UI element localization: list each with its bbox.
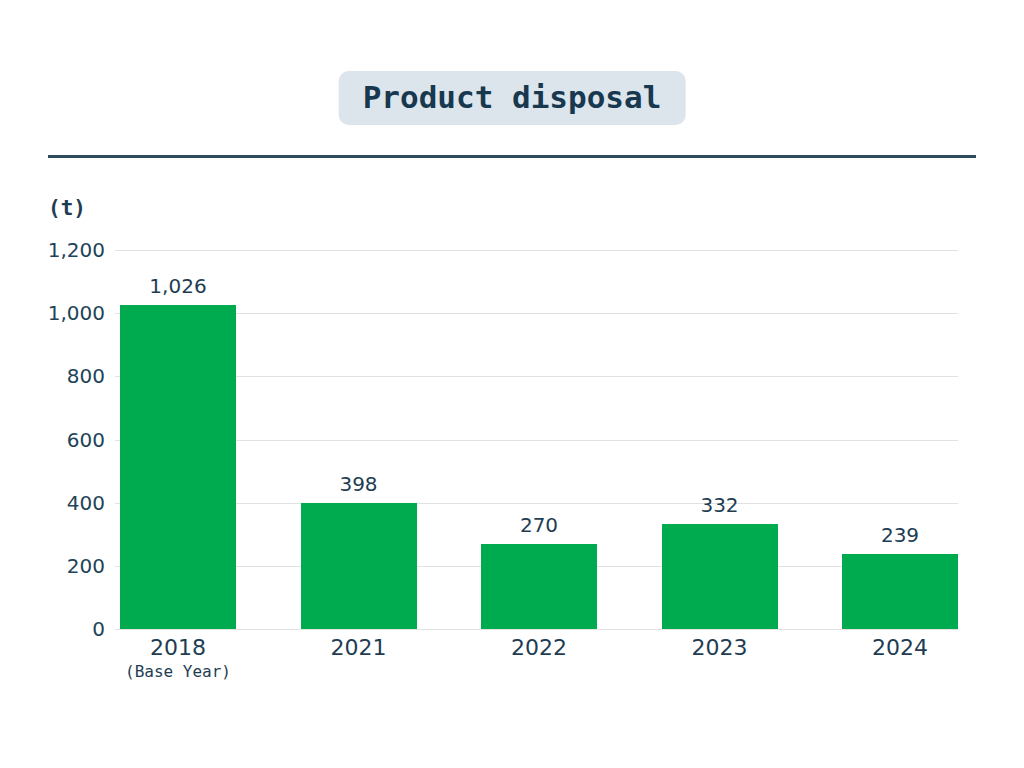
bar-value-label: 239 bbox=[881, 523, 919, 547]
x-axis-labels: 2018 (Base Year) 2021 2022 2023 2024 bbox=[120, 636, 958, 681]
x-label-cell: 2022 bbox=[481, 636, 597, 681]
bar-column: 332 bbox=[662, 250, 778, 629]
gridline bbox=[115, 629, 958, 630]
y-tick-label: 600 bbox=[67, 428, 105, 452]
bar bbox=[662, 524, 778, 629]
bar bbox=[120, 305, 236, 629]
bar-value-label: 1,026 bbox=[149, 274, 206, 298]
bar-value-label: 270 bbox=[520, 513, 558, 537]
y-tick-label: 200 bbox=[67, 554, 105, 578]
x-label-cell: 2018 (Base Year) bbox=[120, 636, 236, 681]
title-divider bbox=[48, 155, 976, 158]
x-tick-label: 2023 bbox=[662, 636, 778, 660]
y-tick-label: 1,200 bbox=[48, 238, 105, 262]
bar-column: 398 bbox=[301, 250, 417, 629]
bar-column: 239 bbox=[842, 250, 958, 629]
chart-title-badge: Product disposal bbox=[339, 71, 686, 125]
x-tick-sublabel: (Base Year) bbox=[120, 662, 236, 681]
x-tick-label: 2018 bbox=[120, 636, 236, 660]
bar bbox=[842, 554, 958, 629]
x-tick-label: 2024 bbox=[842, 636, 958, 660]
y-axis-unit-label: (t) bbox=[48, 196, 86, 220]
y-tick-label: 400 bbox=[67, 491, 105, 515]
y-tick-label: 0 bbox=[92, 617, 105, 641]
bar-column: 1,026 bbox=[120, 250, 236, 629]
x-label-cell: 2023 bbox=[662, 636, 778, 681]
bar-column: 270 bbox=[481, 250, 597, 629]
bar-value-label: 332 bbox=[700, 493, 738, 517]
y-axis-labels: 02004006008001,0001,200 bbox=[0, 250, 105, 629]
y-tick-label: 800 bbox=[67, 364, 105, 388]
bar bbox=[301, 503, 417, 629]
x-label-cell: 2024 bbox=[842, 636, 958, 681]
y-tick-label: 1,000 bbox=[48, 301, 105, 325]
x-tick-label: 2022 bbox=[481, 636, 597, 660]
bar-value-label: 398 bbox=[339, 472, 377, 496]
x-label-cell: 2021 bbox=[301, 636, 417, 681]
bars-row: 1,026 398 270 332 239 bbox=[120, 250, 958, 629]
chart-title: Product disposal bbox=[363, 79, 662, 115]
bar bbox=[481, 544, 597, 629]
product-disposal-chart-page: Product disposal (t) 0 200 400 600 800 1,000 1… bbox=[0, 0, 1024, 768]
x-tick-label: 2021 bbox=[301, 636, 417, 660]
plot-area: 1,026 398 270 332 239 bbox=[120, 250, 958, 629]
